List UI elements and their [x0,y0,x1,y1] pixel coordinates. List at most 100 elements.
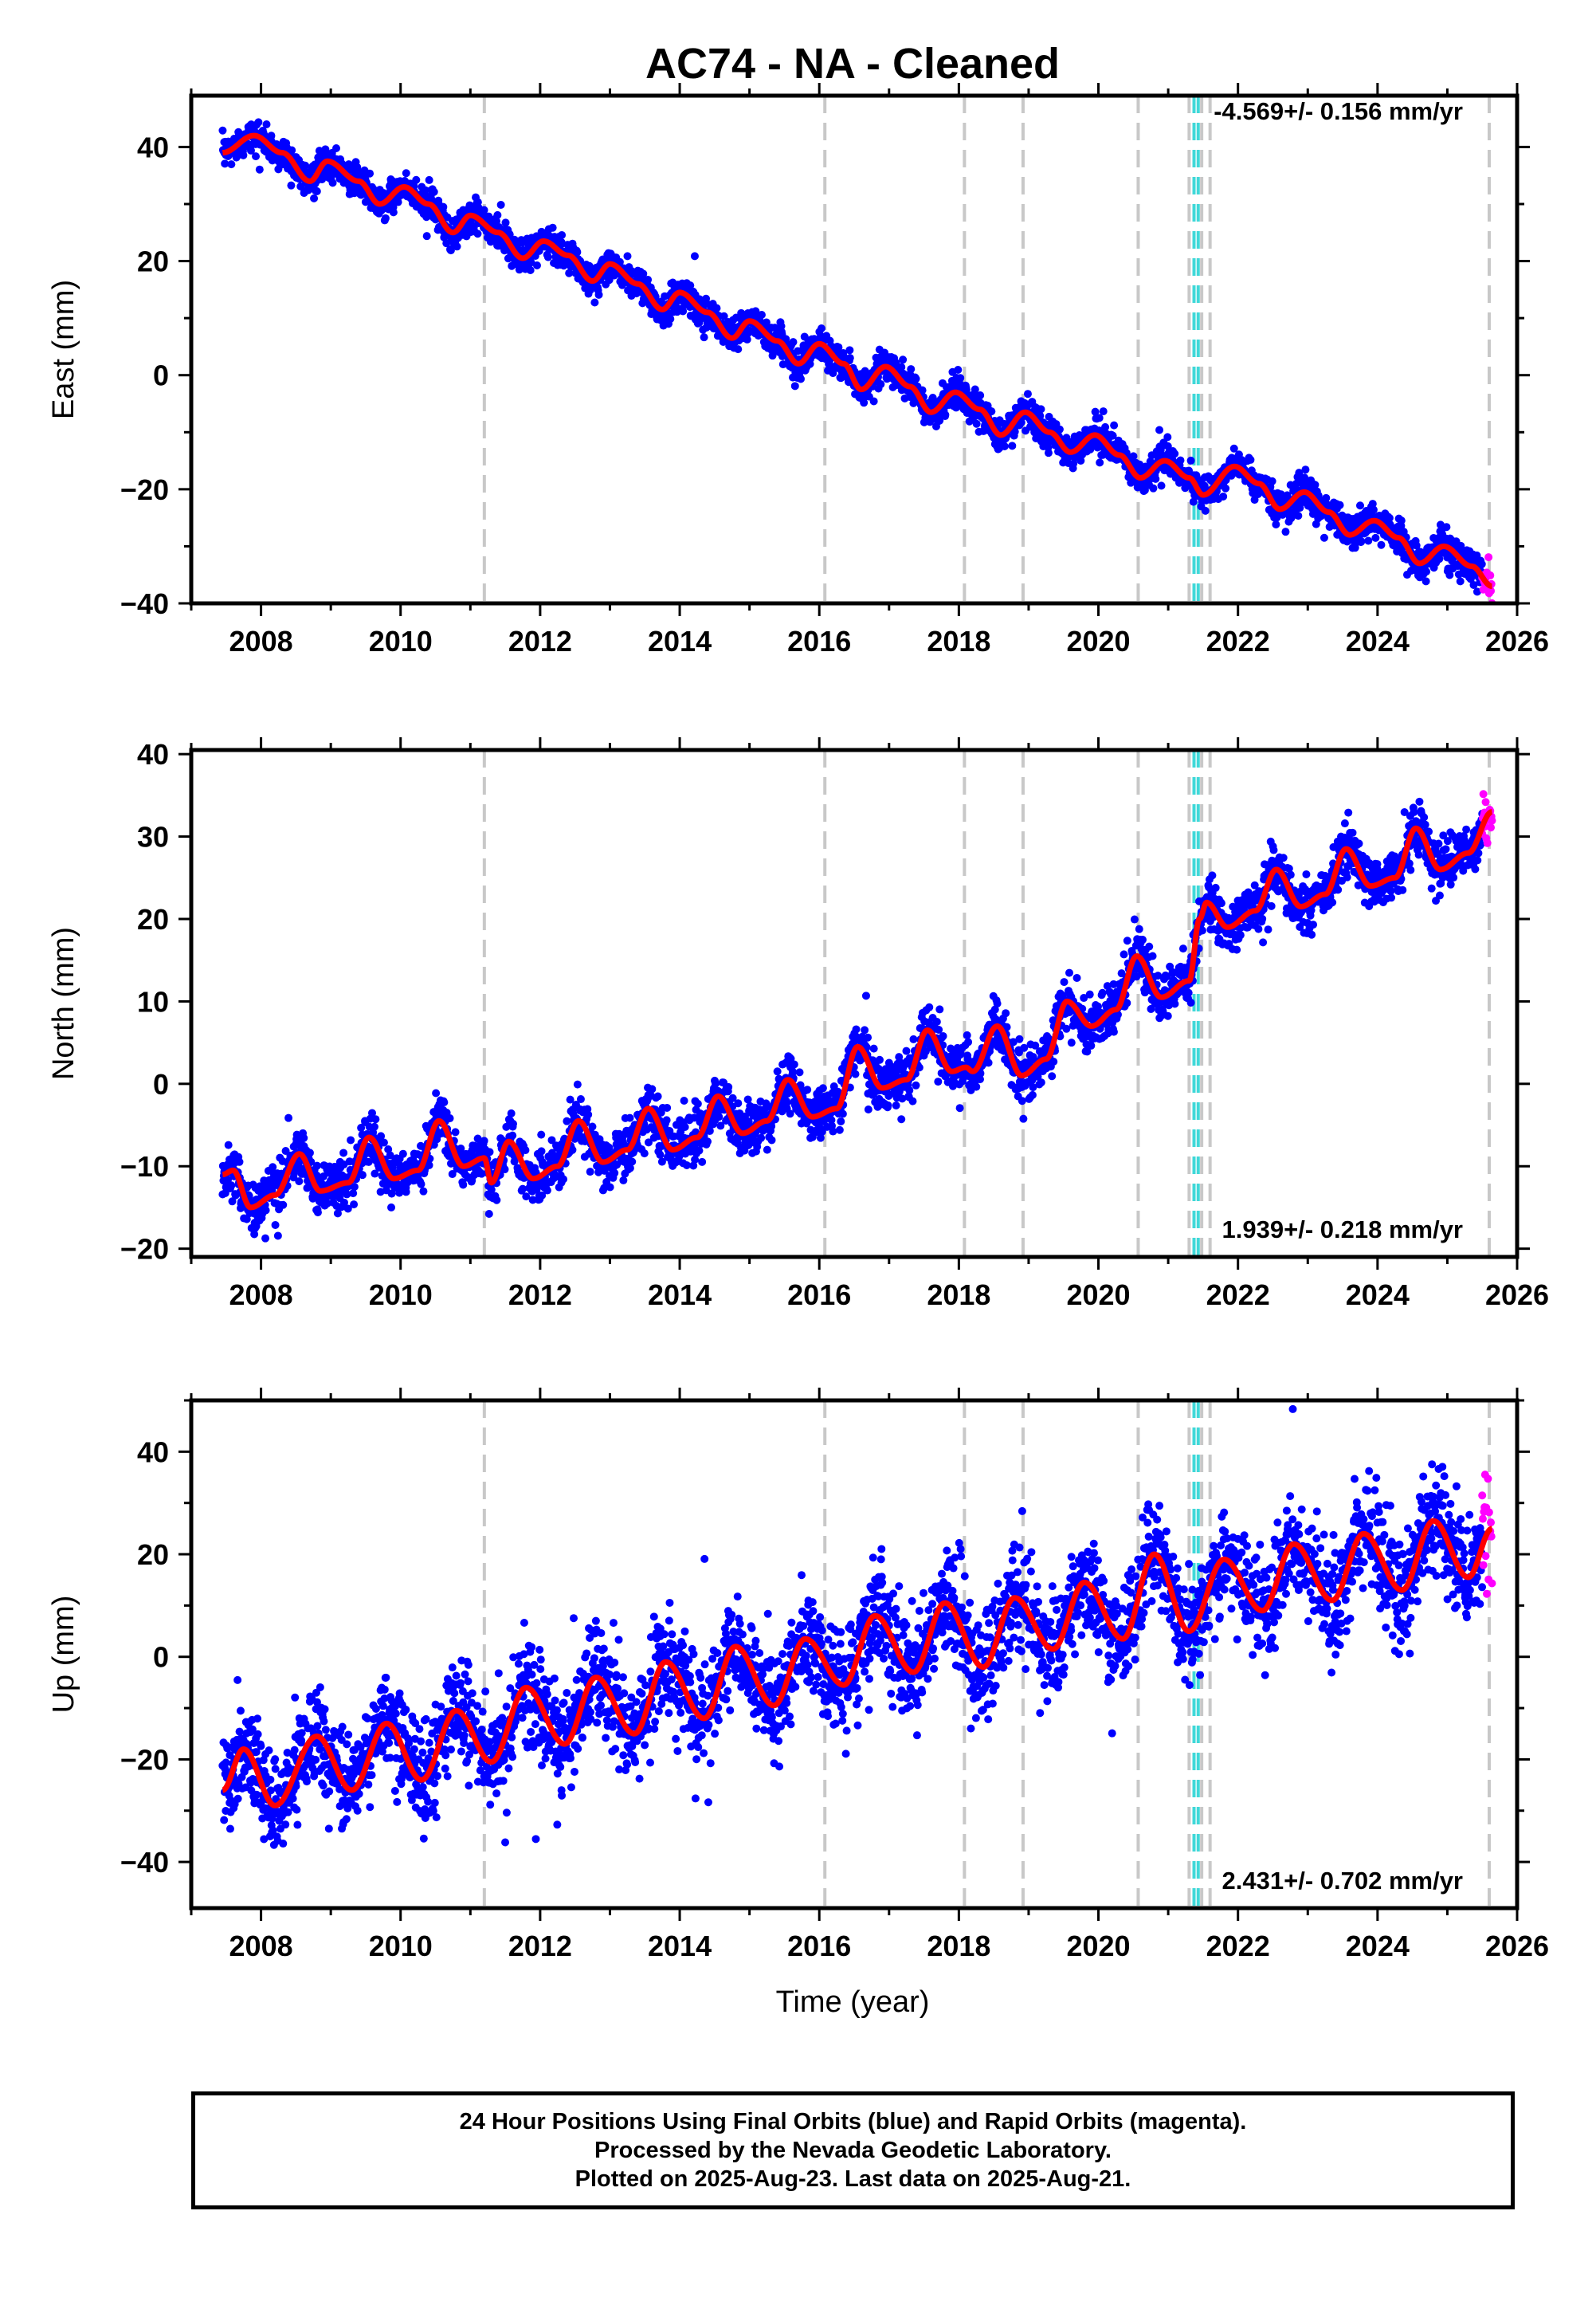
data-point [926,418,935,426]
x-tick-label: 2010 [369,625,433,658]
data-point [301,161,310,170]
data-point [1099,407,1108,416]
data-point [500,1165,509,1174]
data-point [586,285,595,294]
data-point [1201,506,1210,515]
data-point [1044,449,1053,457]
data-point [588,1122,597,1131]
data-point [421,186,429,194]
data-point [1222,484,1230,493]
data-point [817,324,825,333]
data-point [695,1146,704,1155]
data-point [1149,484,1158,493]
data-point [954,366,963,375]
data-point [662,1116,671,1125]
plot-area [218,96,1496,603]
data-point [1421,577,1430,586]
data-point [743,335,751,344]
plot-area [218,750,1496,1257]
data-point [1356,501,1365,510]
data-point [235,1157,244,1166]
rapid-data-point [1486,571,1495,579]
y-axis-label: East (mm) [47,280,80,419]
data-point [422,232,431,241]
data-point [594,290,603,299]
data-point [778,360,787,369]
data-point [371,1115,380,1124]
data-point [869,397,878,406]
data-point [693,1099,702,1108]
data-point [790,1060,798,1069]
data-point [623,252,632,261]
data-point [1371,533,1380,542]
data-point [558,230,567,239]
data-point [712,1079,720,1088]
x-tick-label: 2026 [1485,625,1549,658]
data-point [795,1068,804,1077]
data-point [267,132,276,140]
data-point [584,1110,593,1119]
data-point [459,1180,468,1189]
data-point [480,1137,488,1145]
data-point [501,218,510,227]
data-point [521,1146,530,1155]
data-point [218,126,227,135]
data-point [1095,414,1104,422]
y-tick-label: −40 [120,587,169,620]
data-point [332,143,341,152]
data-point [412,175,421,184]
data-point [287,181,296,190]
data-point [712,304,721,312]
data-point [573,1080,582,1089]
data-point [446,246,455,255]
data-point [379,1138,388,1147]
data-point [653,1092,662,1101]
data-point [757,1133,766,1142]
y-tick-label: 40 [137,131,169,163]
data-point [439,202,448,211]
rate-label: -4.569+/- 0.156 mm/yr [1214,97,1463,125]
data-point [656,1150,665,1159]
data-point [724,1082,733,1091]
data-point [1110,421,1119,430]
data-point [1364,536,1373,545]
figure-title: AC74 - NA - Cleaned [645,40,1060,88]
data-point [639,269,648,278]
data-point [1000,442,1009,450]
data-point [492,1196,501,1204]
data-point [480,206,488,214]
data-point [1091,407,1100,416]
data-point [425,175,433,184]
data-point [312,1161,321,1170]
data-point [1272,520,1280,528]
data-point [279,1200,288,1209]
data-point [239,151,248,159]
data-point [370,1122,378,1131]
data-point [976,391,985,400]
data-point [1281,528,1290,536]
data-point [313,1208,322,1217]
data-point [485,1148,494,1156]
data-point [1219,492,1228,501]
data-point [508,1131,517,1140]
x-tick-label: 2016 [787,625,851,658]
data-point [1008,442,1017,450]
data-point [312,187,321,196]
data-point [573,248,582,257]
data-point [845,346,854,355]
data-point [1155,426,1164,434]
data-point [590,298,599,307]
x-tick-label: 2012 [508,625,572,658]
data-point [1442,523,1451,532]
data-point [1377,540,1386,549]
data-point [537,1130,546,1139]
x-tick-label: 2014 [648,625,712,658]
data-point [987,407,996,416]
data-point [720,312,728,320]
data-point [586,1168,594,1176]
data-point [559,1175,568,1184]
data-point [224,1141,233,1149]
data-point [318,175,327,183]
data-point [1357,537,1366,546]
data-point [666,315,675,324]
